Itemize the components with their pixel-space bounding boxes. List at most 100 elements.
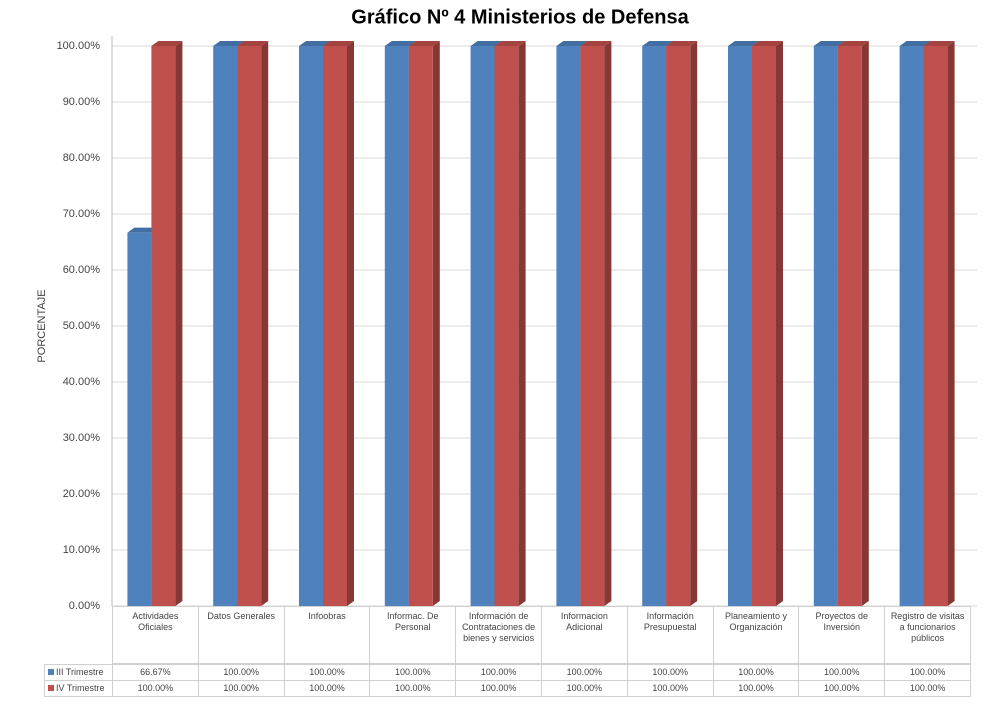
y-tick-label: 50.00% xyxy=(63,320,101,332)
y-tick-label: 20.00% xyxy=(63,488,101,500)
bar-top xyxy=(752,41,783,46)
bar-top xyxy=(384,41,416,46)
bar-front xyxy=(151,46,176,606)
bar-top xyxy=(923,41,955,46)
bar xyxy=(837,41,869,606)
bar-top xyxy=(237,41,269,46)
bar-front xyxy=(899,46,924,606)
table-value: 100.00% xyxy=(541,664,628,681)
legend-swatch xyxy=(48,669,54,675)
table-value: 100.00% xyxy=(798,680,886,697)
table-value: 100.00% xyxy=(283,680,371,697)
bar xyxy=(237,41,269,606)
y-axis-title: PORCENTAJE xyxy=(36,289,48,362)
legend-label: IV Trimestre xyxy=(56,683,105,693)
bar-top xyxy=(899,41,931,46)
bar-front xyxy=(923,46,948,606)
table-value: 100.00% xyxy=(197,680,285,697)
bar xyxy=(494,41,526,606)
y-tick-label: 40.00% xyxy=(63,376,101,388)
bar-top xyxy=(728,41,759,46)
bar-side xyxy=(947,41,955,606)
table-value: 100.00% xyxy=(626,664,714,681)
y-tick-label: 70.00% xyxy=(63,208,101,220)
bar-top xyxy=(408,41,440,46)
category-label: Informacion Adicional xyxy=(541,606,628,664)
y-tick-label: 0.00% xyxy=(69,600,100,612)
category-label: Informac. De Personal xyxy=(369,606,457,664)
category-label: Infoobras xyxy=(283,606,371,664)
bar-front xyxy=(384,46,409,606)
bar-top xyxy=(666,41,698,46)
category-label: Información Presupuestal xyxy=(626,606,714,664)
bar-top xyxy=(151,41,183,46)
bar-front xyxy=(299,46,323,606)
bar-front xyxy=(127,232,152,606)
table-value: 100.00% xyxy=(798,664,886,681)
bar-side xyxy=(347,41,354,606)
bar-top xyxy=(299,41,330,46)
bar-front xyxy=(323,46,347,606)
bar-front xyxy=(408,46,433,606)
bar xyxy=(580,41,612,606)
bar-front xyxy=(642,46,667,606)
bar-top xyxy=(580,41,612,46)
legend-entry: IV Trimestre xyxy=(44,680,113,697)
bar-side xyxy=(690,41,698,606)
bar-front xyxy=(237,46,262,606)
table-value: 100.00% xyxy=(283,664,371,681)
bar-top xyxy=(127,227,159,233)
bar-front xyxy=(752,46,776,606)
category-label: Planeamiento y Organización xyxy=(712,606,800,664)
bar-front xyxy=(837,46,862,606)
bar xyxy=(752,41,783,606)
table-value: 100.00% xyxy=(455,680,542,697)
category-label: Proyectos de Inversión xyxy=(798,606,886,664)
y-tick-label: 90.00% xyxy=(63,96,101,108)
legend-entry: III Trimestre xyxy=(44,664,113,681)
bar-front xyxy=(580,46,605,606)
category-label: Registro de visitas a funcionarios públi… xyxy=(884,606,971,664)
category-label: Datos Generales xyxy=(197,606,285,664)
table-value: 100.00% xyxy=(197,664,285,681)
bar-side xyxy=(518,41,526,606)
bar-front xyxy=(494,46,519,606)
bar-front xyxy=(213,46,238,606)
bar xyxy=(666,41,698,606)
table-value: 100.00% xyxy=(541,680,628,697)
bar-front xyxy=(813,46,838,606)
bar xyxy=(151,41,183,606)
table-value: 100.00% xyxy=(884,664,971,681)
bar xyxy=(813,41,845,606)
bar-front xyxy=(556,46,581,606)
bar-top xyxy=(494,41,526,46)
legend-label: III Trimestre xyxy=(56,667,104,677)
table-value: 100.00% xyxy=(712,664,800,681)
category-label: Información de Contrataciones de bienes … xyxy=(455,606,542,664)
legend-swatch xyxy=(48,685,54,691)
y-tick-label: 100.00% xyxy=(57,40,101,52)
bar-side xyxy=(604,41,612,606)
bar-top xyxy=(470,41,502,46)
bar xyxy=(408,41,440,606)
bar-top xyxy=(556,41,588,46)
bar xyxy=(323,41,354,606)
bar-side xyxy=(776,41,783,606)
category-label: Actividades Oficiales xyxy=(112,606,199,664)
y-tick-label: 30.00% xyxy=(63,432,101,444)
table-value: 100.00% xyxy=(455,664,542,681)
bar-top xyxy=(213,41,245,46)
table-value: 66.67% xyxy=(112,664,199,681)
table-value: 100.00% xyxy=(712,680,800,697)
bar-side xyxy=(261,41,269,606)
bar-top xyxy=(323,41,354,46)
bar-top xyxy=(642,41,674,46)
y-tick-label: 10.00% xyxy=(63,544,101,556)
table-value: 100.00% xyxy=(626,680,714,697)
bar xyxy=(923,41,955,606)
table-value: 100.00% xyxy=(112,680,199,697)
y-tick-label: 60.00% xyxy=(63,264,101,276)
bar-side xyxy=(175,41,183,606)
